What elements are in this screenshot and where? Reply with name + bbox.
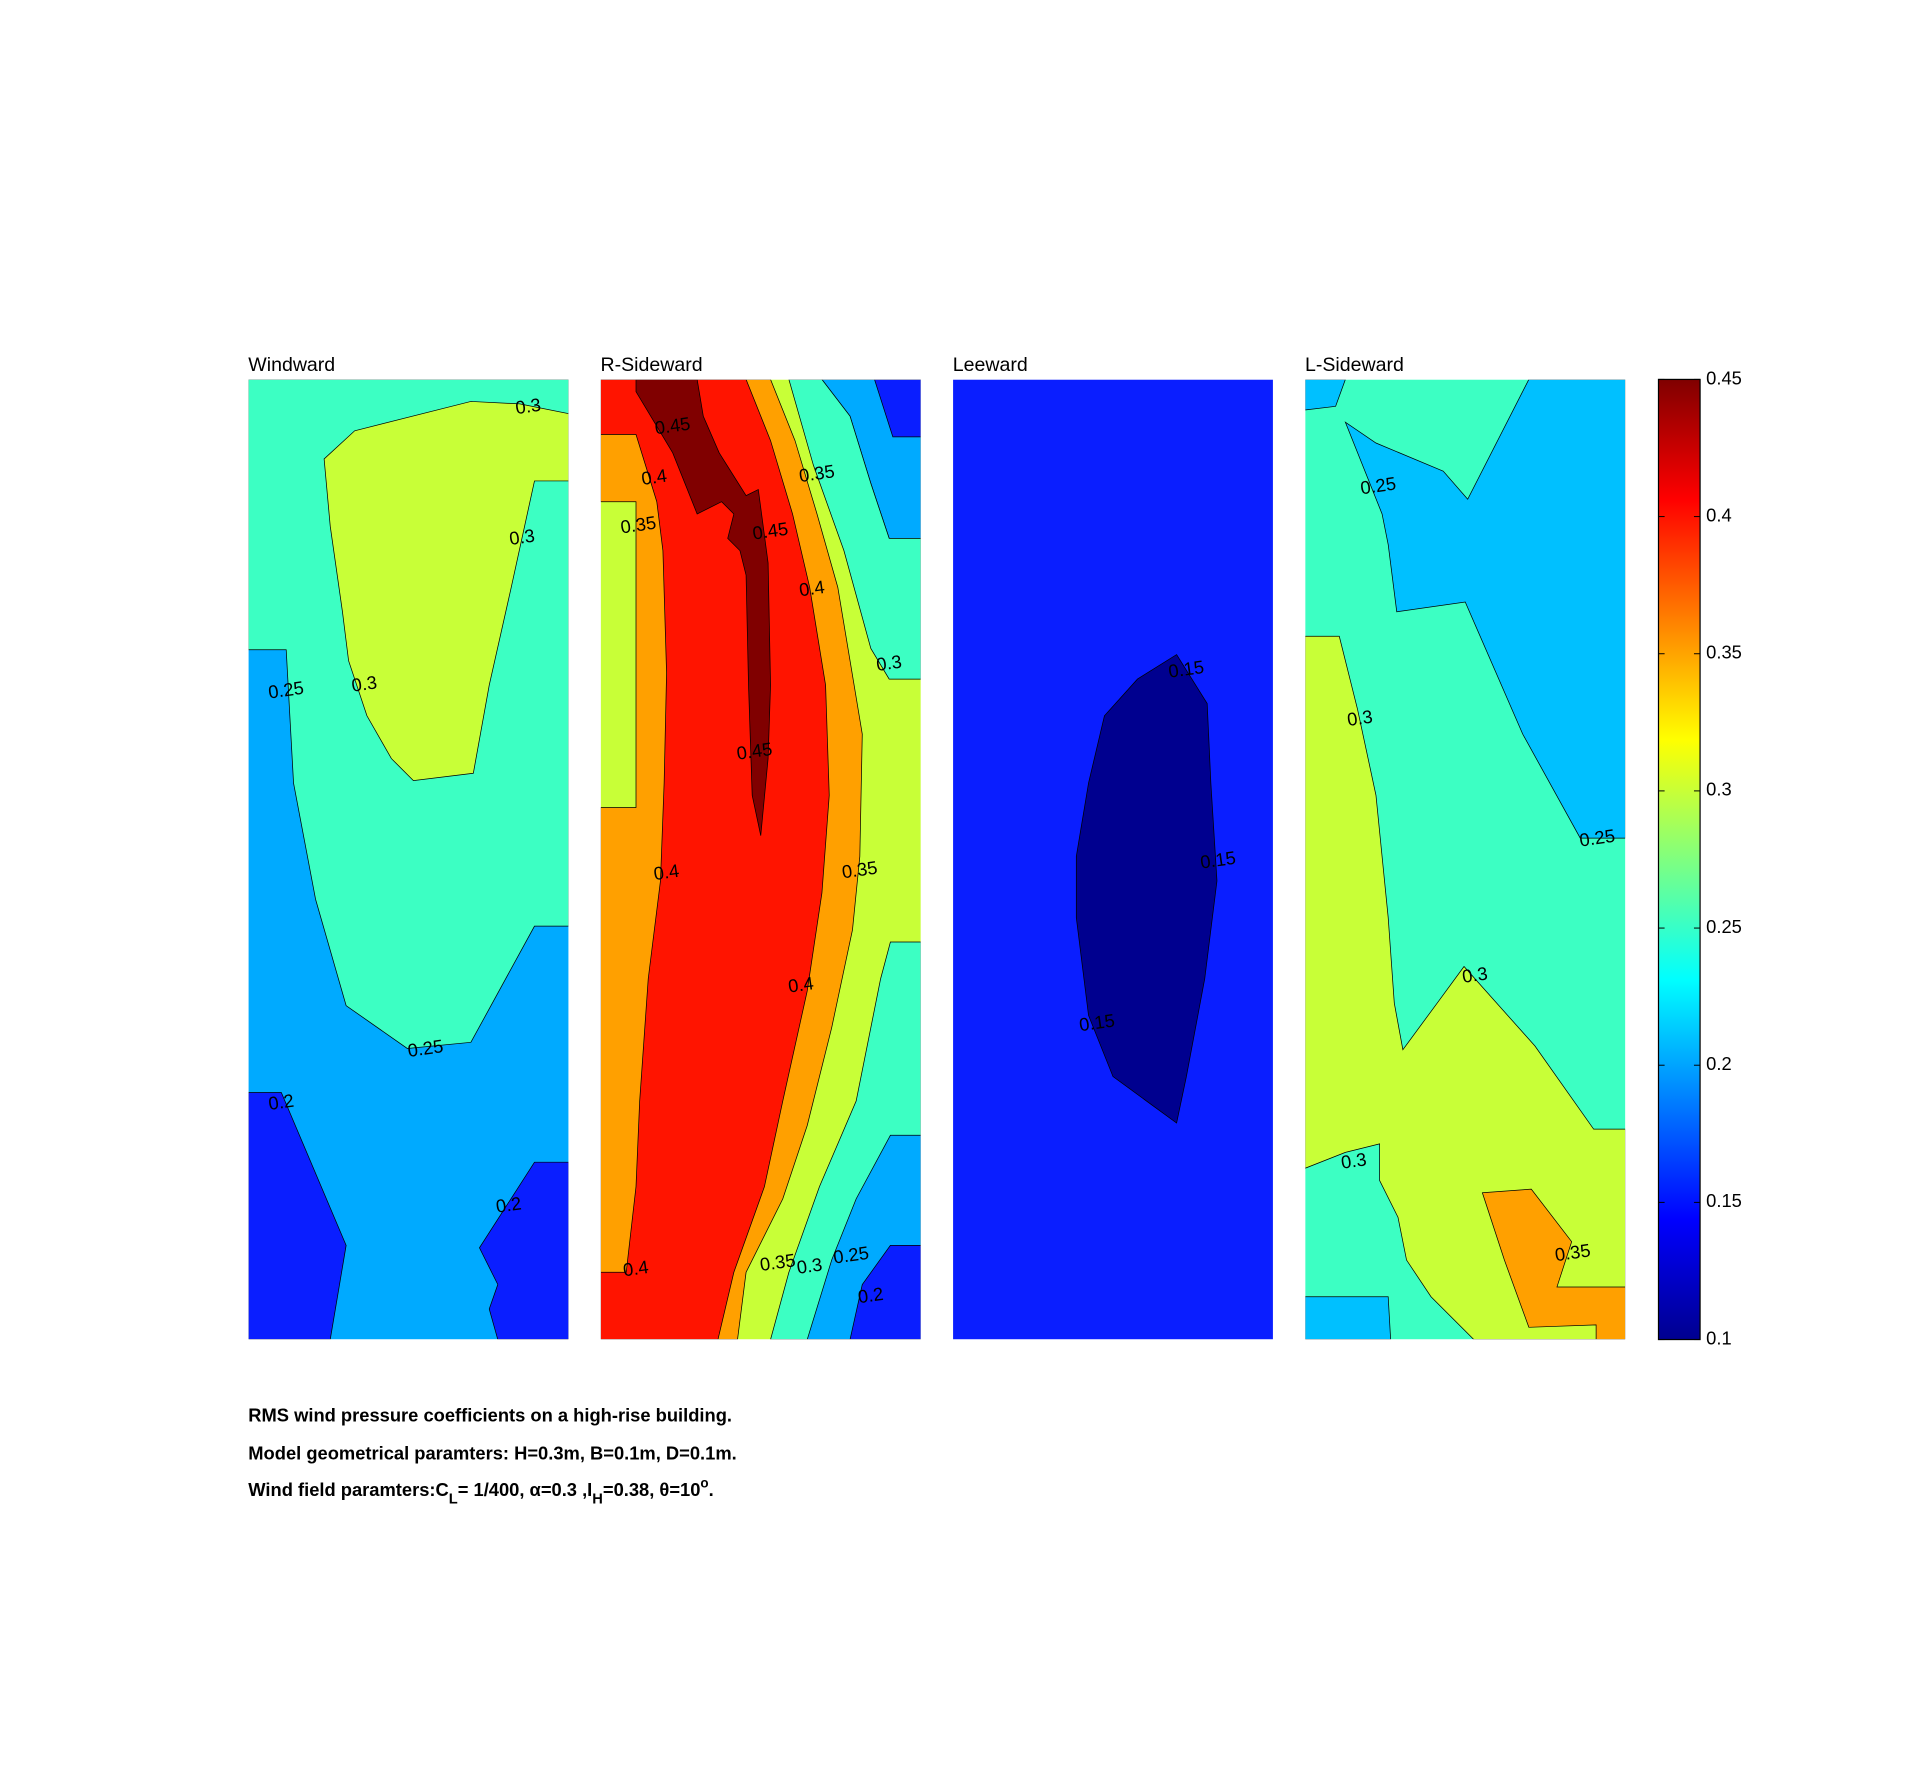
caption-line-2: Model geometrical paramters: H=0.3m, B=0… (248, 1442, 736, 1463)
contour-band (849, 1244, 921, 1340)
contour-band (1305, 635, 1626, 1340)
contour-band (600, 379, 830, 1340)
contour-band (248, 1092, 347, 1340)
panel-title-l-sideward: L-Sideward (1305, 354, 1404, 376)
contour-label: 0.3 (350, 671, 378, 695)
caption: RMS wind pressure coefficients on a high… (248, 1404, 736, 1507)
contour-label: 0.15 (1078, 1009, 1116, 1035)
contour-band (635, 379, 771, 836)
caption-3c: =0.38, θ=10 (603, 1479, 701, 1500)
contour-band (1481, 1188, 1626, 1340)
contour-label: 0.25 (1578, 825, 1616, 851)
contour-label: 0.35 (759, 1249, 797, 1275)
contour-label: 0.4 (622, 1256, 650, 1280)
panel-title-r-sideward: R-Sideward (601, 354, 703, 376)
contour-label: 0.15 (1167, 656, 1205, 682)
contour-label: 0.15 (1199, 847, 1237, 873)
contour-label: 0.35 (619, 512, 657, 538)
colorbar-gradient (1657, 378, 1701, 1341)
caption-line-3: Wind field paramters:CL= 1/400, α=0.3 ,I… (248, 1476, 713, 1508)
contour-label: 0.3 (795, 1254, 823, 1278)
contour-label: 0.4 (798, 576, 826, 600)
contour-label: 0.3 (1340, 1148, 1368, 1172)
contour-label: 0.3 (508, 525, 536, 549)
colorbar: 0.45 0.4 0.35 0.3 0.25 0.2 0.15 0.1 (1657, 367, 1742, 1348)
panel-r-sideward: 0.45 0.4 0.35 0.35 0.45 0.4 0.3 0.45 0.4 0.35 0.4 0… (600, 379, 922, 1340)
contour-band (1344, 379, 1626, 839)
contour-label: 0.25 (1359, 473, 1397, 499)
contour-band (1305, 1296, 1392, 1340)
caption-3c-sup: o (700, 1476, 708, 1491)
contour-label: 0.45 (735, 738, 773, 764)
contour-label: 0.45 (751, 518, 789, 544)
colorbar-tick-label: 0.25 (1706, 916, 1742, 937)
colorbar-tick-label: 0.2 (1706, 1053, 1731, 1074)
contour-label: 0.35 (840, 857, 878, 883)
contour-band (874, 379, 921, 438)
contour-label: 0.25 (406, 1035, 444, 1061)
contour-label: 0.4 (787, 972, 815, 996)
contour-label: 0.45 (653, 413, 691, 439)
contour-label: 0.35 (798, 460, 836, 486)
panel-title-windward: Windward (248, 354, 335, 376)
contour-label: 0.2 (857, 1283, 885, 1307)
contour-label: 0.4 (652, 860, 680, 884)
contour-panels: 0.30.30.25 0.30.250.20.20.450.4 0.350.35 0.… (247, 379, 1626, 1340)
panel-title-leeward: Leeward (953, 354, 1028, 376)
caption-line-1: RMS wind pressure coefficients on a high… (248, 1404, 732, 1425)
caption-3b: = 1/400, α=0.3 ,I (458, 1479, 593, 1500)
contour-band (479, 1161, 569, 1340)
contour-band (1305, 379, 1346, 411)
contour-label: 0.3 (1346, 706, 1374, 730)
colorbar-tick-label: 0.1 (1706, 1327, 1731, 1348)
colorbar-tick-label: 0.3 (1706, 779, 1731, 800)
contour-band (323, 401, 569, 781)
contour-label: 0.25 (832, 1242, 870, 1268)
contour-band (1075, 654, 1218, 1124)
contour-label: 0.4 (640, 465, 668, 489)
caption-3a: Wind field paramters:C (248, 1479, 448, 1500)
caption-3d: . (709, 1479, 714, 1500)
caption-3b-sub: H (592, 1491, 603, 1507)
contour-label: 0.25 (267, 677, 305, 703)
panel-leeward: 0.15 0.15 0.15 (952, 379, 1274, 1340)
contour-label: 0.3 (875, 651, 903, 675)
colorbar-tick-label: 0.15 (1706, 1190, 1742, 1211)
contour-label: 0.3 (1461, 962, 1489, 986)
contour-label: 0.35 (1554, 1239, 1592, 1265)
colorbar-tick-label: 0.4 (1706, 504, 1731, 525)
contour-band (788, 379, 921, 680)
contour-label: 0.2 (267, 1090, 295, 1114)
contour-label: 0.2 (494, 1192, 522, 1216)
contour-label: 0.3 (514, 394, 542, 418)
panel-l-sideward: 0.25 0.3 0.25 0.3 0.3 0.35 (1304, 379, 1626, 1340)
colorbar-tick-label: 0.35 (1706, 642, 1742, 663)
colorbar-tick-label: 0.45 (1706, 367, 1742, 388)
panel-windward: 0.3 0.3 0.25 0.3 0.25 0.2 0.2 (247, 379, 570, 1340)
caption-3a-sub: L (449, 1491, 458, 1507)
